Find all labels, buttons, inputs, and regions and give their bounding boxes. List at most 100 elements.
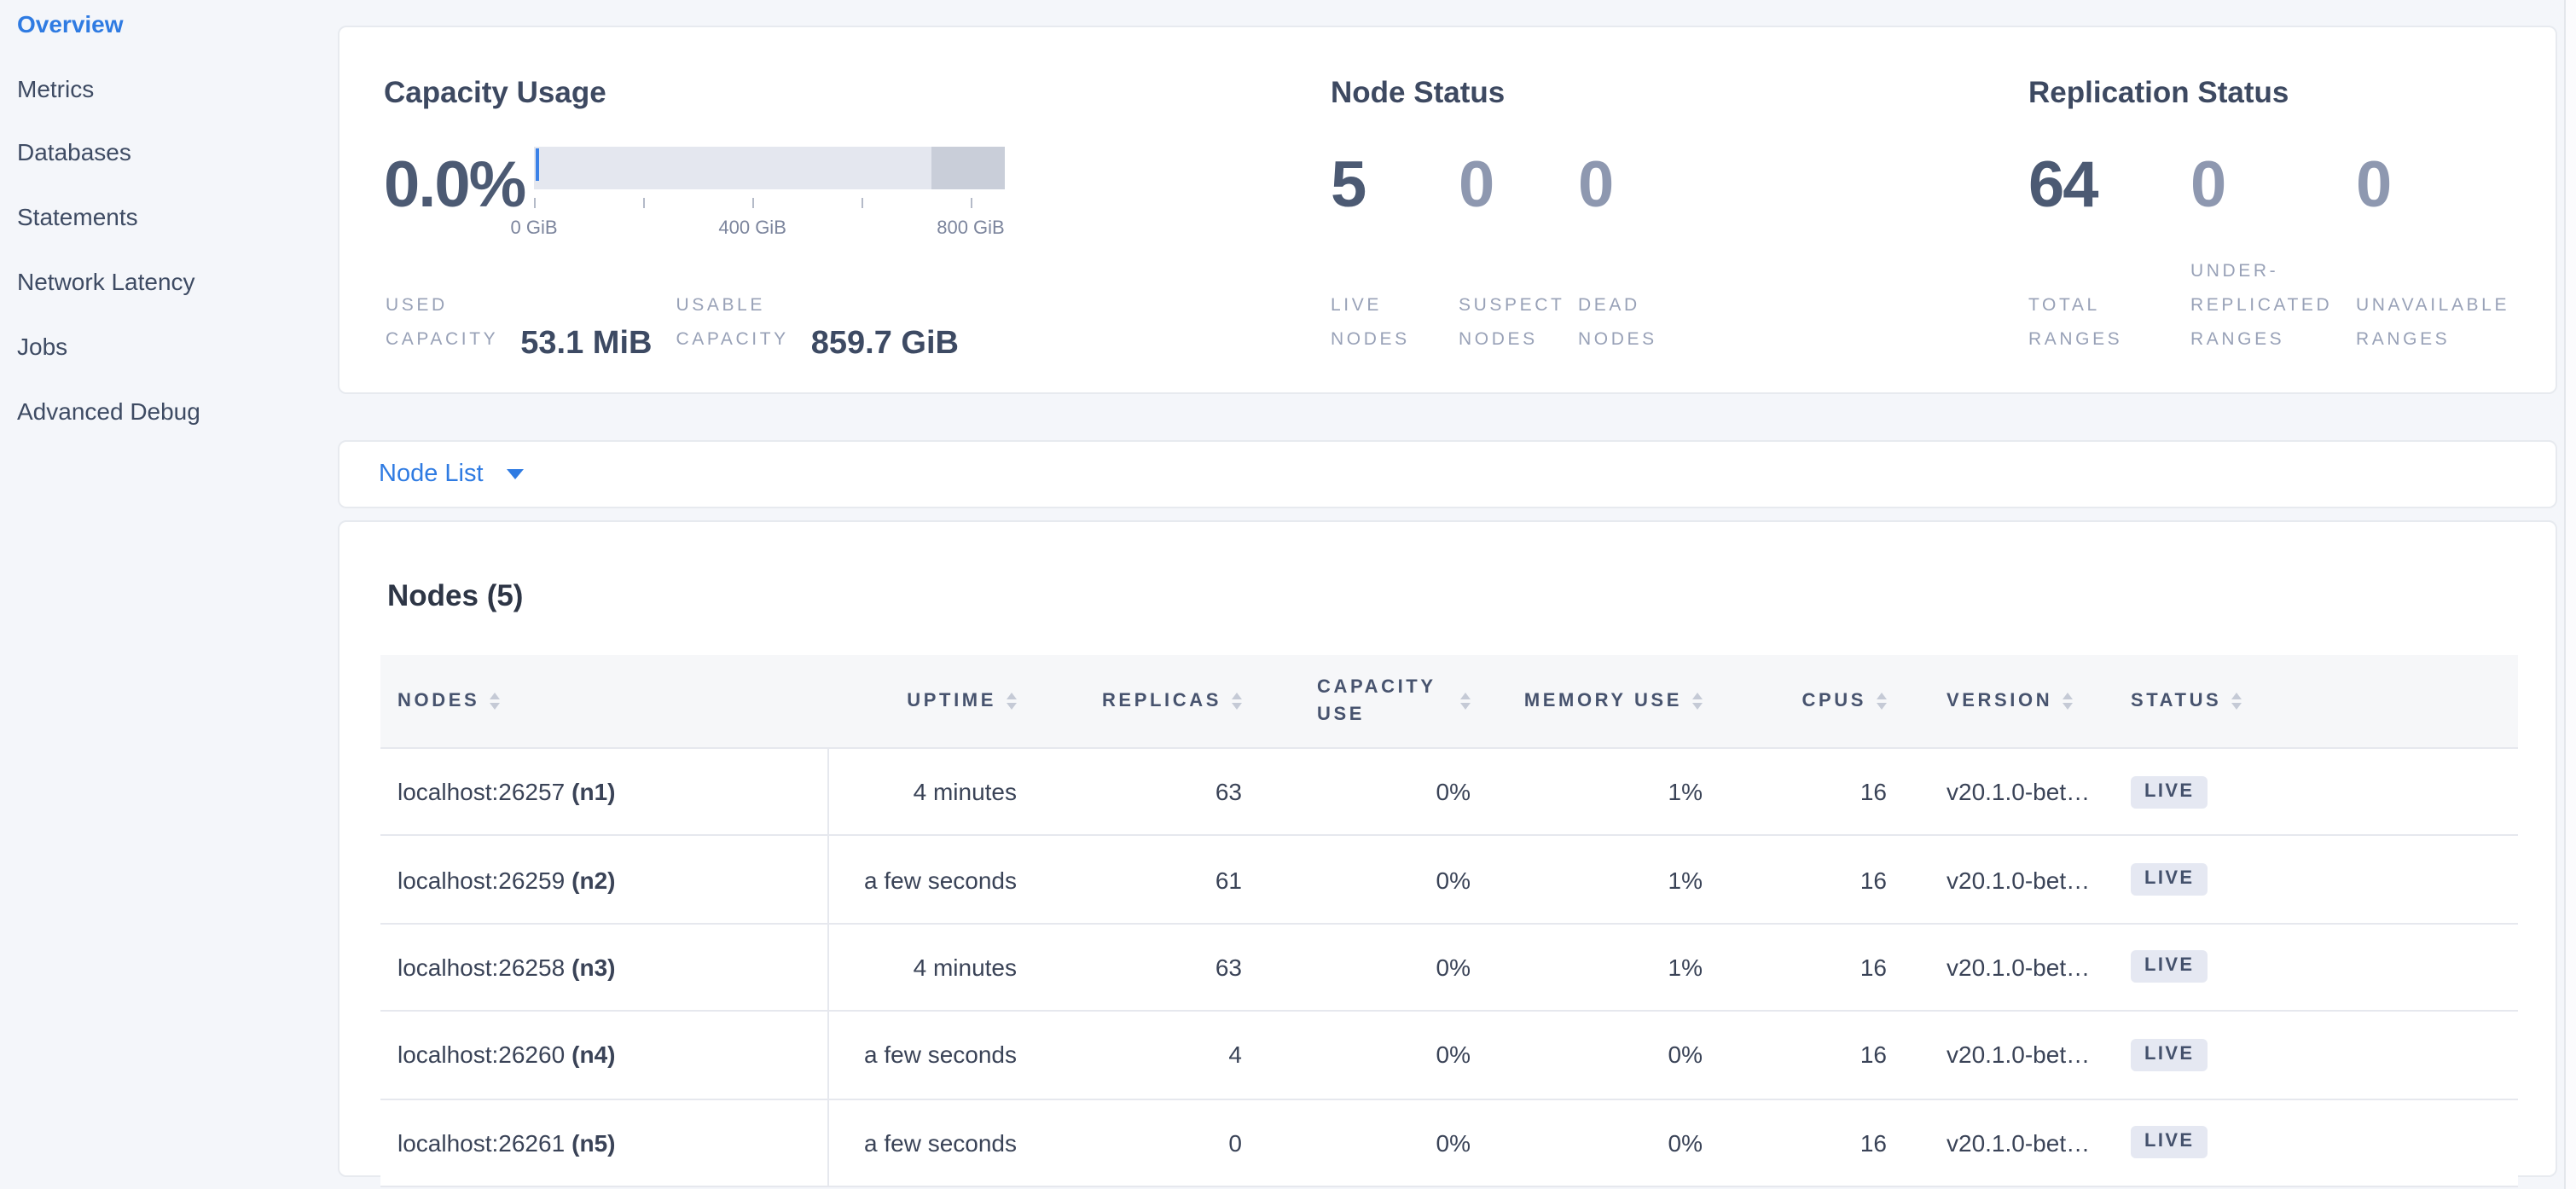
column-header-status[interactable]: STATUS <box>2117 691 2518 711</box>
status-badge: LIVE <box>2131 1038 2208 1071</box>
cell-capacity-use: 0% <box>1436 778 1471 806</box>
cell-status: LIVE <box>2117 1099 2518 1186</box>
sidebar-item-overview[interactable]: Overview <box>17 9 124 38</box>
sort-icon <box>490 693 501 710</box>
capacity-bar-tick-labels: 0 GiB 400 GiB 800 GiB <box>510 218 1005 242</box>
column-header-uptime[interactable]: UPTIME <box>829 691 1030 711</box>
sidebar-nav: Overview Metrics Databases Statements Networ… <box>0 0 338 1189</box>
axis-tick-label: 0 GiB <box>510 218 558 239</box>
sort-desc-arrow-icon <box>2231 703 2242 710</box>
sort-icon <box>2063 693 2074 710</box>
cell-cpus: 16 <box>1859 778 1887 806</box>
stat-value: 53.1 MiB <box>520 326 653 362</box>
node-address: localhost:26259 <box>397 866 566 894</box>
sort-desc-arrow-icon <box>1232 703 1242 710</box>
cell-capacity-use: 0% <box>1436 1128 1471 1157</box>
stat-value: 0 <box>2356 150 2392 222</box>
sort-icon <box>1232 693 1242 710</box>
axis-tick <box>862 198 864 208</box>
replication-status-stats: 64 TOTAL RANGES 0 UNDER- REPLICATED RANGES 0 UNA… <box>2028 154 2527 358</box>
column-header-version[interactable]: VERSION <box>1904 691 2117 711</box>
stat-value: 0 <box>1459 150 1494 222</box>
sidebar-item-databases[interactable]: Databases <box>17 138 131 166</box>
sort-desc-arrow-icon <box>1692 703 1703 710</box>
cell-replicas: 4 <box>1228 1041 1242 1069</box>
sort-asc-arrow-icon <box>1460 693 1471 699</box>
sort-icon <box>1692 693 1703 710</box>
replication-status-title: Replication Status <box>2028 75 2289 109</box>
capacity-used-marker <box>536 148 539 181</box>
stat-label: USED CAPACITY <box>386 295 499 351</box>
cell-memory-use: 1% <box>1668 778 1703 806</box>
status-badge: LIVE <box>2131 1126 2208 1159</box>
sort-desc-arrow-icon <box>1007 703 1017 710</box>
nodes-table-header-row: NODES UPTIME REPLICAS CAPACITY USE MEMORY US… <box>380 655 2518 747</box>
cell-status: LIVE <box>2117 1012 2518 1098</box>
table-row-n5[interactable]: localhost:26261 (n5) a few seconds 0 0% 0% 16 v… <box>380 1098 2518 1187</box>
capacity-usage-title: Capacity Usage <box>384 75 606 109</box>
cell-memory-use: 0% <box>1668 1041 1703 1069</box>
node-id: (n1) <box>571 778 616 806</box>
column-header-label: UPTIME <box>907 691 996 711</box>
sort-asc-arrow-icon <box>1232 693 1242 699</box>
cell-node-address: localhost:26258 (n3) <box>380 924 829 1011</box>
page-scrollbar[interactable] <box>2564 0 2576 1189</box>
nodes-table-body: localhost:26257 (n1) 4 minutes 63 0% 1% 16 v20.… <box>380 747 2518 1187</box>
cell-node-address: localhost:26259 (n2) <box>380 836 829 923</box>
column-header-cpus[interactable]: CPUS <box>1723 691 1904 711</box>
column-header-nodes[interactable]: NODES <box>380 691 829 711</box>
sidebar-item-metrics[interactable]: Metrics <box>17 74 95 102</box>
node-id: (n5) <box>571 1128 616 1157</box>
cell-version: v20.1.0-bet… <box>1947 1128 2091 1157</box>
cell-memory-use: 0% <box>1668 1128 1703 1157</box>
sidebar-item-advanced-debug[interactable]: Advanced Debug <box>17 397 200 425</box>
node-list-dropdown-label: Node List <box>379 461 484 488</box>
column-header-capacity-use[interactable]: CAPACITY USE <box>1252 673 1491 729</box>
cell-replicas: 63 <box>1215 953 1242 981</box>
capacity-bar <box>534 147 1005 189</box>
column-header-label: MEMORY USE <box>1523 691 1682 711</box>
table-row-n4[interactable]: localhost:26260 (n4) a few seconds 4 0% 0% 16 v… <box>380 1010 2518 1099</box>
column-header-memory-use[interactable]: MEMORY USE <box>1491 691 1723 711</box>
sidebar-item-statements[interactable]: Statements <box>17 203 138 231</box>
stat-under-replicated-ranges: 0 UNDER- REPLICATED RANGES <box>2190 154 2356 358</box>
cell-replicas: 0 <box>1228 1128 1242 1157</box>
stat-label: SUSPECT NODES <box>1459 295 1565 351</box>
sidebar-item-jobs[interactable]: Jobs <box>17 332 68 360</box>
node-list-dropdown[interactable]: Node List <box>339 461 525 488</box>
capacity-used-percent: 0.0% <box>384 150 526 222</box>
cluster-summary-card: Capacity Usage 0.0% 0 GiB 400 GiB 800 GiB … <box>338 26 2557 394</box>
status-badge: LIVE <box>2131 950 2208 983</box>
status-badge: LIVE <box>2131 775 2208 809</box>
sort-icon <box>1460 693 1471 710</box>
sort-asc-arrow-icon <box>2231 693 2242 699</box>
stat-value: 64 <box>2028 150 2099 222</box>
cell-version: v20.1.0-bet… <box>1947 1041 2091 1069</box>
stat-live-nodes: 5 LIVE NODES <box>1331 154 1459 358</box>
cell-memory-use: 1% <box>1668 953 1703 981</box>
node-address: localhost:26260 <box>397 1041 566 1069</box>
table-row-n2[interactable]: localhost:26259 (n2) a few seconds 61 0% 1% 16… <box>380 834 2518 923</box>
sort-desc-arrow-icon <box>490 703 501 710</box>
cell-replicas: 61 <box>1215 866 1242 894</box>
cell-uptime: 4 minutes <box>913 778 1017 806</box>
node-address: localhost:26261 <box>397 1128 566 1157</box>
table-row-n1[interactable]: localhost:26257 (n1) 4 minutes 63 0% 1% 16 v20.… <box>380 747 2518 835</box>
cell-status: LIVE <box>2117 925 2518 1011</box>
cell-capacity-use: 0% <box>1436 1041 1471 1069</box>
node-list-dropdown-card: Node List <box>338 440 2557 508</box>
stat-dead-nodes: 0 DEAD NODES <box>1578 154 1714 358</box>
nodes-table: NODES UPTIME REPLICAS CAPACITY USE MEMORY US… <box>380 655 2518 1187</box>
stat-label: UNDER- REPLICATED RANGES <box>2190 261 2333 351</box>
column-header-label: CPUS <box>1801 691 1866 711</box>
stat-label: TOTAL RANGES <box>2028 295 2123 351</box>
sidebar-item-network-latency[interactable]: Network Latency <box>17 268 195 296</box>
stat-label: USABLE CAPACITY <box>676 295 789 351</box>
node-id: (n3) <box>571 953 616 981</box>
cell-replicas: 63 <box>1215 778 1242 806</box>
table-row-n3[interactable]: localhost:26258 (n3) 4 minutes 63 0% 1% 16 v20.… <box>380 922 2518 1011</box>
capacity-bar-segment-light <box>534 147 932 189</box>
column-header-replicas[interactable]: REPLICAS <box>1030 691 1252 711</box>
sort-asc-arrow-icon <box>2063 693 2074 699</box>
